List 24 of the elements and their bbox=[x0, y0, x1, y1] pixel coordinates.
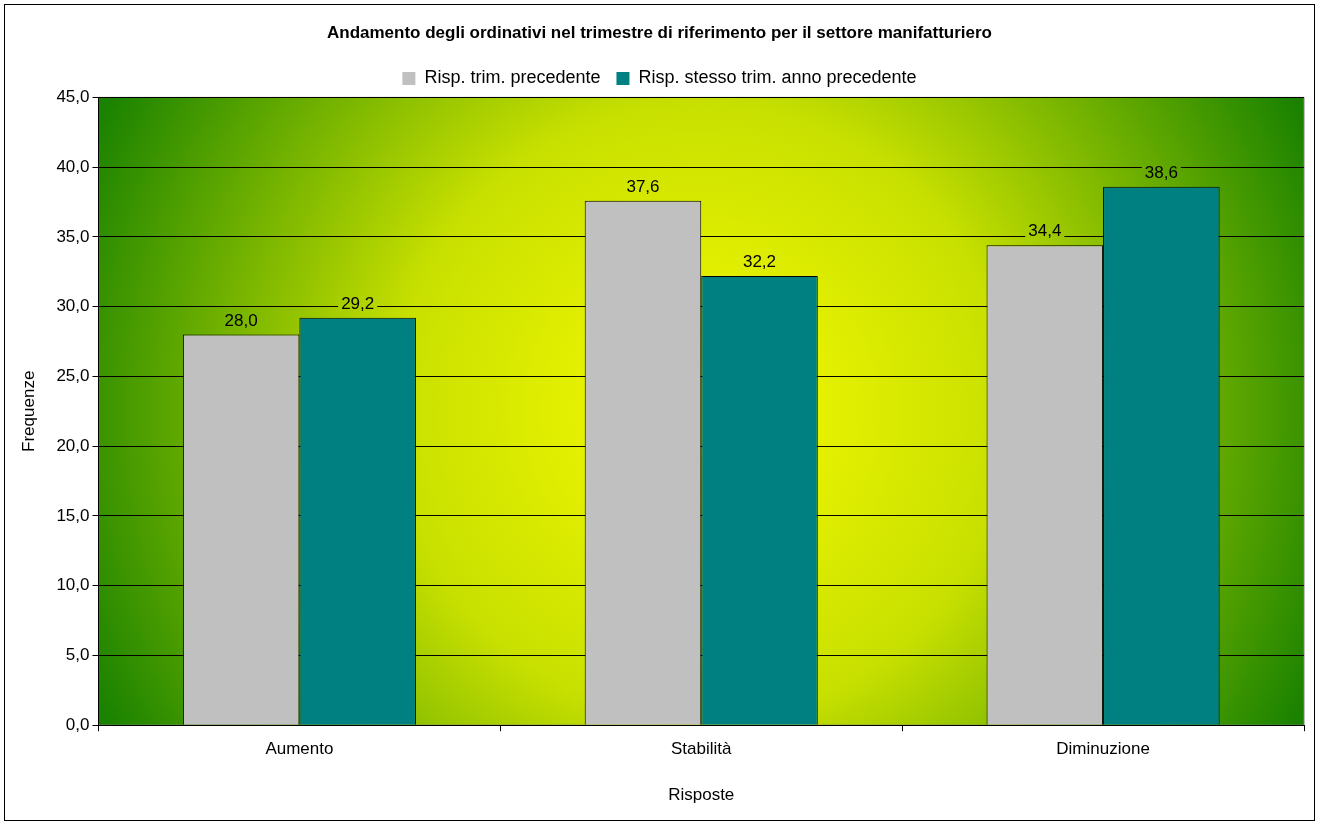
y-tick-label: 5,0 bbox=[65, 645, 90, 665]
data-label: 38,6 bbox=[1144, 162, 1178, 182]
y-tick-label: 15,0 bbox=[56, 505, 90, 525]
y-tick-label: 40,0 bbox=[56, 156, 90, 176]
y-tick-label: 25,0 bbox=[56, 366, 90, 386]
x-axis-title: Risposte bbox=[668, 785, 735, 805]
data-label: 37,6 bbox=[626, 176, 660, 196]
y-tick-label: 45,0 bbox=[56, 87, 90, 107]
data-label: 32,2 bbox=[742, 252, 777, 272]
legend-label: Risp. stesso trim. anno precedente bbox=[638, 67, 917, 88]
data-label: 28,0 bbox=[224, 310, 258, 330]
x-tick-label: Diminuzione bbox=[1056, 739, 1150, 759]
y-tick-label: 0,0 bbox=[65, 714, 90, 734]
y-tick-label: 10,0 bbox=[56, 575, 90, 595]
data-label: 29,2 bbox=[341, 294, 375, 314]
x-tick-label: Aumento bbox=[265, 739, 334, 759]
legend-label: Risp. trim. precedente bbox=[424, 67, 601, 88]
y-axis-title: Frequenze bbox=[18, 370, 38, 452]
y-tick-label: 35,0 bbox=[56, 226, 90, 246]
x-tick-label: Stabilità bbox=[671, 739, 733, 759]
data-label: 34,4 bbox=[1028, 221, 1062, 241]
y-tick-label: 20,0 bbox=[56, 435, 90, 455]
y-tick-label: 30,0 bbox=[56, 296, 90, 316]
chart-title: Andamento degli ordinativi nel trimestre di riferimento per il settore manifatturiero bbox=[326, 22, 993, 42]
